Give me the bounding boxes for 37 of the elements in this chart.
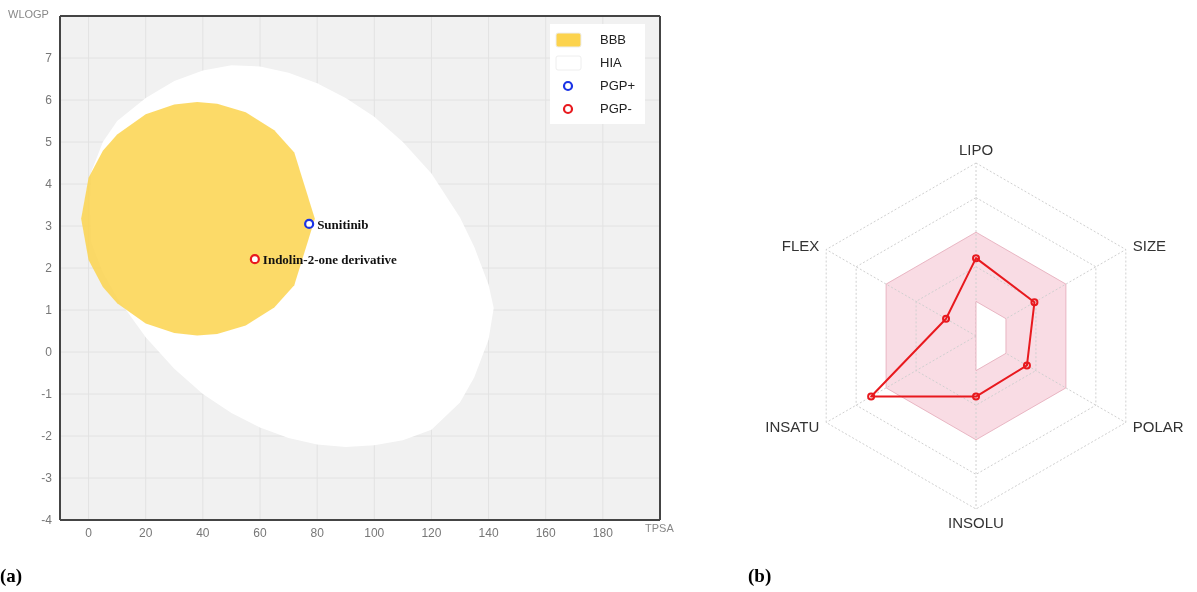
annotation: Sunitinib — [317, 216, 369, 232]
spoke-label: LIPO — [958, 141, 994, 158]
y-tick-label: 4 — [45, 177, 53, 192]
y-tick-label: 6 — [45, 93, 53, 108]
x-tick-label: 140 — [478, 525, 499, 540]
y-tick-label: -4 — [41, 513, 53, 528]
x-tick-label: 100 — [364, 525, 385, 540]
spoke-label: INSOLU — [948, 513, 1004, 531]
x-tick-label: 160 — [535, 525, 557, 540]
y-tick-label: 2 — [45, 261, 53, 276]
y-axis-title: WLOGP — [8, 8, 49, 20]
y-tick-label: -1 — [41, 387, 53, 402]
y-tick-label: 0 — [45, 345, 53, 360]
legend-label: BBB — [600, 32, 627, 47]
y-tick-label: 7 — [45, 51, 53, 66]
legend-label: HIA — [600, 55, 622, 70]
spoke-label: INSATU — [765, 417, 820, 435]
text: (a) — [0, 565, 23, 587]
legend-label: PGP+ — [600, 78, 636, 93]
x-tick-label: 80 — [310, 525, 325, 540]
spoke-label: FLEX — [781, 236, 820, 254]
legend-label: PGP- — [600, 101, 632, 116]
spoke-label: SIZE — [1132, 236, 1167, 254]
x-tick-label: 60 — [253, 525, 267, 540]
y-tick-label: 1 — [45, 303, 53, 318]
y-tick-label: 5 — [45, 135, 53, 150]
x-tick-label: 40 — [196, 525, 210, 540]
x-tick-label: 20 — [139, 525, 153, 540]
text: (b) — [748, 565, 772, 587]
y-tick-label: -2 — [41, 429, 53, 444]
y-tick-label: 3 — [45, 219, 53, 234]
x-tick-label: 0 — [85, 525, 93, 540]
spoke-label: POLAR — [1132, 417, 1184, 435]
x-axis-title: TPSA — [645, 522, 674, 534]
x-tick-label: 120 — [421, 525, 442, 540]
y-tick-label: -3 — [41, 471, 53, 486]
x-tick-label: 180 — [592, 525, 614, 540]
